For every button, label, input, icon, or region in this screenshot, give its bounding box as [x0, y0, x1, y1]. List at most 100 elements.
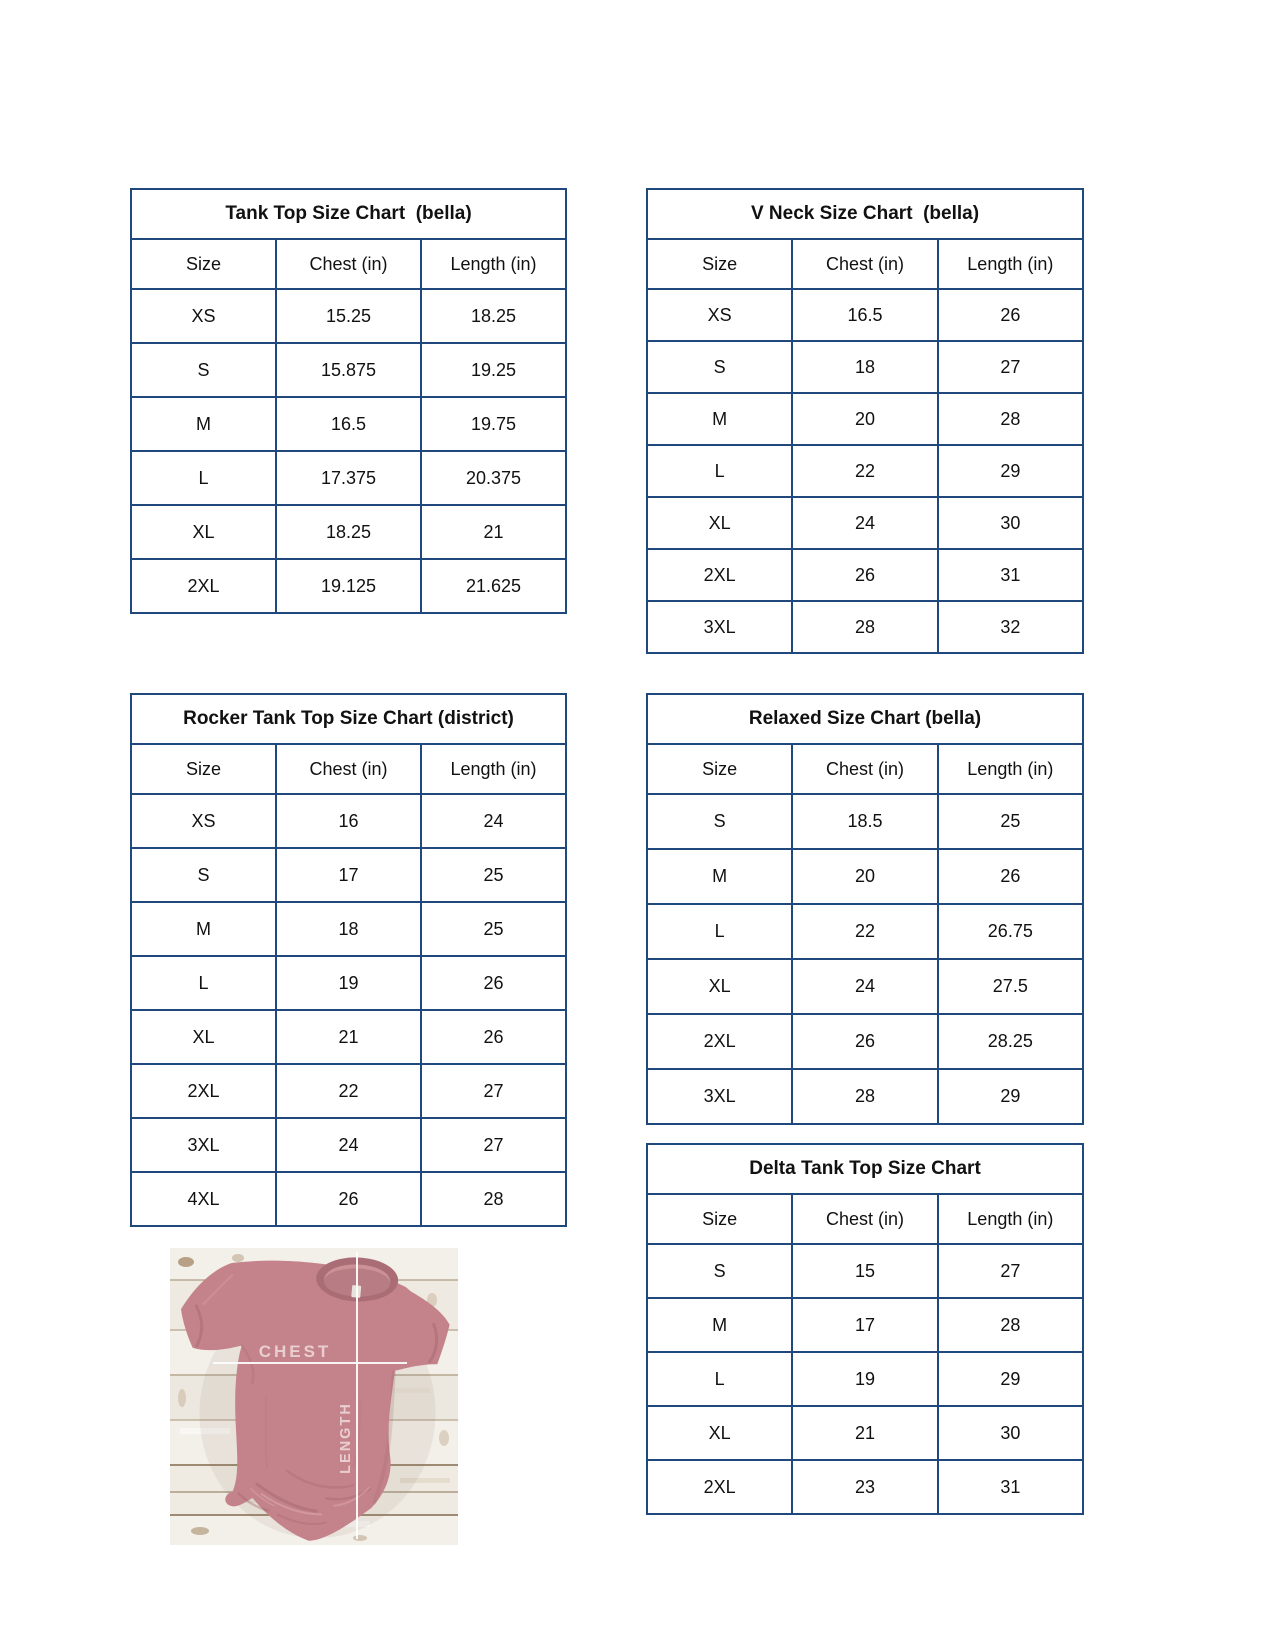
- table-row: XS 16 24: [130, 793, 567, 849]
- cell-chest: 18.25: [275, 504, 422, 560]
- table-header-row: Size Chest (in) Length (in): [130, 238, 567, 290]
- cell-size: 3XL: [645, 600, 794, 654]
- cell-size: M: [130, 396, 277, 452]
- cell-chest: 16.5: [275, 396, 422, 452]
- cell-chest: 24: [791, 958, 939, 1015]
- cell-chest: 19.125: [275, 558, 422, 614]
- cell-length: 27: [420, 1117, 567, 1173]
- table-title: V Neck Size Chart (bella): [646, 188, 1084, 240]
- cell-chest: 17: [791, 1297, 939, 1353]
- cell-length: 30: [936, 1405, 1085, 1461]
- cell-chest: 24: [791, 496, 939, 550]
- cell-length: 26: [936, 288, 1085, 342]
- table-row: XS 16.5 26: [645, 288, 1085, 342]
- table-row: XL 21 26: [130, 1009, 567, 1065]
- cell-size: L: [130, 955, 277, 1011]
- cell-size: S: [645, 793, 794, 850]
- cell-length: 28: [936, 1297, 1085, 1353]
- cell-length: 28: [420, 1171, 567, 1227]
- cell-size: XL: [130, 504, 277, 560]
- table-row: 3XL 28 29: [645, 1068, 1085, 1125]
- table-row: S 18 27: [645, 340, 1085, 394]
- column-header-chest: Chest (in): [791, 1193, 939, 1245]
- length-label: LENGTH: [338, 1402, 354, 1474]
- column-header-chest: Chest (in): [275, 743, 422, 795]
- cell-size: 3XL: [645, 1068, 794, 1125]
- cell-length: 26: [420, 1009, 567, 1065]
- table-header-row: Size Chest (in) Length (in): [645, 743, 1085, 795]
- cell-size: 2XL: [130, 1063, 277, 1119]
- cell-size: 2XL: [645, 1459, 794, 1515]
- table-row: 3XL 24 27: [130, 1117, 567, 1173]
- column-header-size: Size: [130, 743, 277, 795]
- table-row: S 17 25: [130, 847, 567, 903]
- tshirt-graphic: [181, 1257, 450, 1541]
- table-row: 2XL 23 31: [645, 1459, 1085, 1515]
- cell-size: L: [130, 450, 277, 506]
- cell-length: 20.375: [420, 450, 567, 506]
- column-header-size: Size: [645, 1193, 794, 1245]
- cell-chest: 21: [275, 1009, 422, 1065]
- table-row: S 15 27: [645, 1243, 1085, 1299]
- table-title: Delta Tank Top Size Chart: [646, 1143, 1084, 1195]
- cell-size: 2XL: [645, 548, 794, 602]
- cell-length: 19.75: [420, 396, 567, 452]
- cell-length: 31: [936, 1459, 1085, 1515]
- table-row: 3XL 28 32: [645, 600, 1085, 654]
- cell-length: 27: [420, 1063, 567, 1119]
- column-header-size: Size: [130, 238, 277, 290]
- shirt-fold-shadows: [194, 1304, 439, 1526]
- cell-chest: 17: [275, 847, 422, 903]
- column-header-size: Size: [645, 238, 794, 290]
- table-row: XS 15.25 18.25: [130, 288, 567, 344]
- table-row: S 15.875 19.25: [130, 342, 567, 398]
- table-row: 2XL 26 28.25: [645, 1013, 1085, 1070]
- cell-length: 28: [936, 392, 1085, 446]
- cell-length: 18.25: [420, 288, 567, 344]
- cell-size: S: [130, 847, 277, 903]
- cell-size: XS: [130, 793, 277, 849]
- cell-chest: 26: [791, 1013, 939, 1070]
- cell-length: 25: [420, 847, 567, 903]
- cell-size: 4XL: [130, 1171, 277, 1227]
- cell-size: XL: [130, 1009, 277, 1065]
- table-header-row: Size Chest (in) Length (in): [645, 238, 1085, 290]
- cell-size: M: [645, 1297, 794, 1353]
- cell-chest: 26: [275, 1171, 422, 1227]
- table-row: L 19 26: [130, 955, 567, 1011]
- size-table-delta: Delta Tank Top Size Chart Size Chest (in) L…: [645, 1143, 1085, 1515]
- cell-length: 31: [936, 548, 1085, 602]
- cell-size: M: [645, 392, 794, 446]
- cell-length: 21.625: [420, 558, 567, 614]
- cell-size: XL: [645, 958, 794, 1015]
- cell-length: 29: [936, 444, 1085, 498]
- cell-length: 26.75: [936, 903, 1085, 960]
- column-header-chest: Chest (in): [791, 743, 939, 795]
- table-title: Relaxed Size Chart (bella): [646, 693, 1084, 745]
- cell-size: S: [645, 1243, 794, 1299]
- table-row: 4XL 26 28: [130, 1171, 567, 1227]
- cell-length: 26: [420, 955, 567, 1011]
- cell-chest: 26: [791, 548, 939, 602]
- table-header-row: Size Chest (in) Length (in): [130, 743, 567, 795]
- table-header-row: Size Chest (in) Length (in): [645, 1193, 1085, 1245]
- table-row: XL 18.25 21: [130, 504, 567, 560]
- size-table-v-neck: V Neck Size Chart (bella) Size Chest (in) L…: [645, 188, 1085, 654]
- cell-chest: 19: [275, 955, 422, 1011]
- cell-size: XL: [645, 1405, 794, 1461]
- cell-size: XL: [645, 496, 794, 550]
- cell-chest: 28: [791, 600, 939, 654]
- cell-length: 27: [936, 340, 1085, 394]
- cell-length: 24: [420, 793, 567, 849]
- table-row: XL 24 27.5: [645, 958, 1085, 1015]
- cell-chest: 18.5: [791, 793, 939, 850]
- table-row: L 19 29: [645, 1351, 1085, 1407]
- cell-chest: 15.875: [275, 342, 422, 398]
- cell-length: 30: [936, 496, 1085, 550]
- cell-size: 2XL: [130, 558, 277, 614]
- tshirt-measurement-image: CHEST LENGTH: [170, 1248, 458, 1545]
- cell-chest: 24: [275, 1117, 422, 1173]
- cell-chest: 28: [791, 1068, 939, 1125]
- cell-size: S: [130, 342, 277, 398]
- column-header-length: Length (in): [936, 743, 1085, 795]
